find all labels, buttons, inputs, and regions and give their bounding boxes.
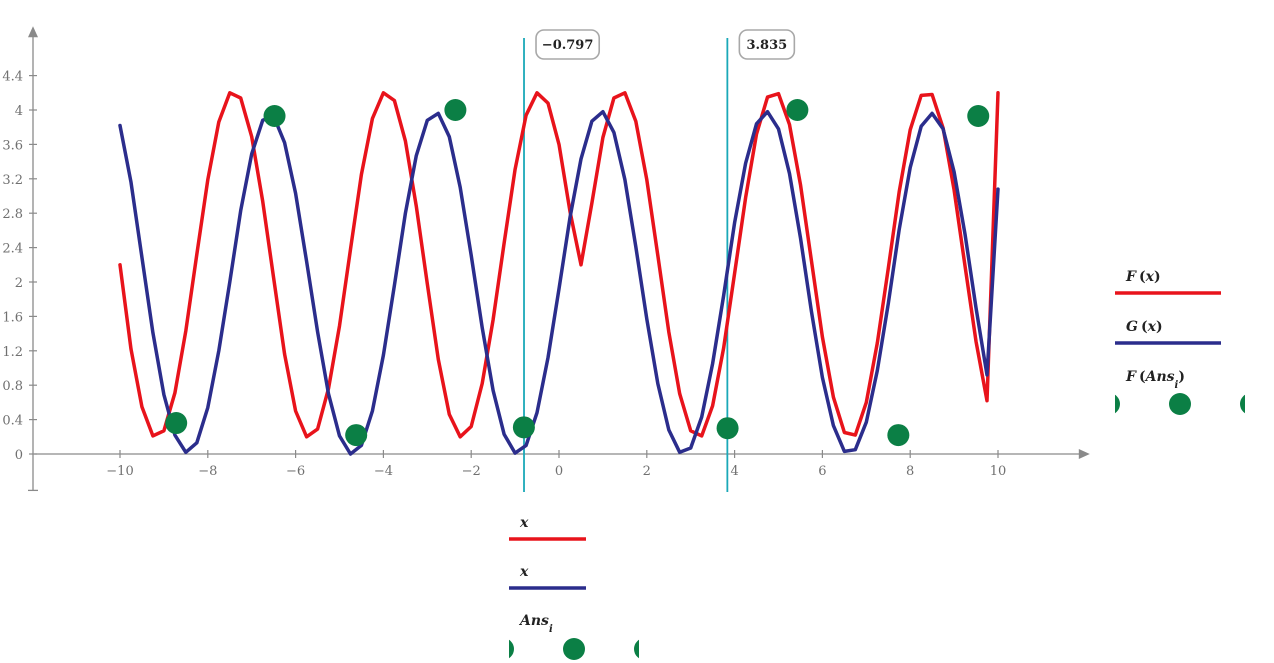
data-point [512, 416, 535, 439]
legend-bottom-label: Ansi [518, 613, 553, 635]
marker-value-box[interactable] [738, 29, 796, 60]
y-tick-label: 4 [15, 104, 23, 119]
data-point [967, 105, 990, 128]
series-line-0 [118, 91, 1000, 439]
marker-value: −0.797 [542, 38, 594, 53]
x-tick-label: −10 [106, 464, 133, 479]
y-tick-label: 4.4 [2, 70, 23, 85]
marker-value: 3.835 [746, 38, 787, 53]
data-point [444, 99, 467, 121]
x-tick-label: −4 [374, 464, 393, 479]
x-tick-label: −6 [286, 464, 305, 479]
marker-value-box[interactable] [535, 29, 601, 60]
legend-bottom-label: x [519, 515, 529, 531]
data-point [263, 105, 286, 128]
x-tick-label: 4 [730, 464, 738, 479]
y-tick-label: 3.2 [2, 173, 23, 188]
data-point [887, 424, 910, 447]
x-tick-label: 0 [555, 464, 563, 479]
legend-right-label: F (Ansi) [1125, 369, 1185, 391]
x-tick-label: 8 [906, 464, 914, 479]
x-tick-label: 6 [818, 464, 826, 479]
x-tick-label: −8 [198, 464, 217, 479]
legend-bottom-label: x [519, 564, 529, 580]
legend-bottom-swatch [509, 638, 639, 660]
x-tick-label: −2 [462, 464, 481, 479]
y-tick-label: 0.4 [2, 414, 23, 429]
y-tick-label: 1.2 [2, 345, 23, 360]
x-tick-label: 10 [990, 464, 1007, 479]
x-tick-label: 2 [643, 464, 651, 479]
legend-right-swatch [1115, 393, 1245, 415]
data-point [716, 417, 739, 440]
data-point [165, 412, 188, 435]
y-tick-label: 0.8 [2, 379, 23, 394]
y-axis-arrow [28, 26, 38, 38]
y-tick-label: 3.6 [2, 138, 23, 153]
legend-right-label: F (x) [1125, 269, 1161, 285]
data-point [786, 99, 809, 121]
y-tick-label: 0 [15, 448, 23, 463]
y-tick-label: 2.8 [2, 207, 23, 222]
y-tick-label: 2.4 [2, 242, 23, 257]
legend-right-label: G (x) [1126, 319, 1163, 335]
data-point [345, 424, 368, 447]
y-tick-label: 2 [15, 276, 23, 291]
y-tick-label: 1.6 [2, 310, 23, 325]
x-axis-arrow [1078, 449, 1090, 459]
